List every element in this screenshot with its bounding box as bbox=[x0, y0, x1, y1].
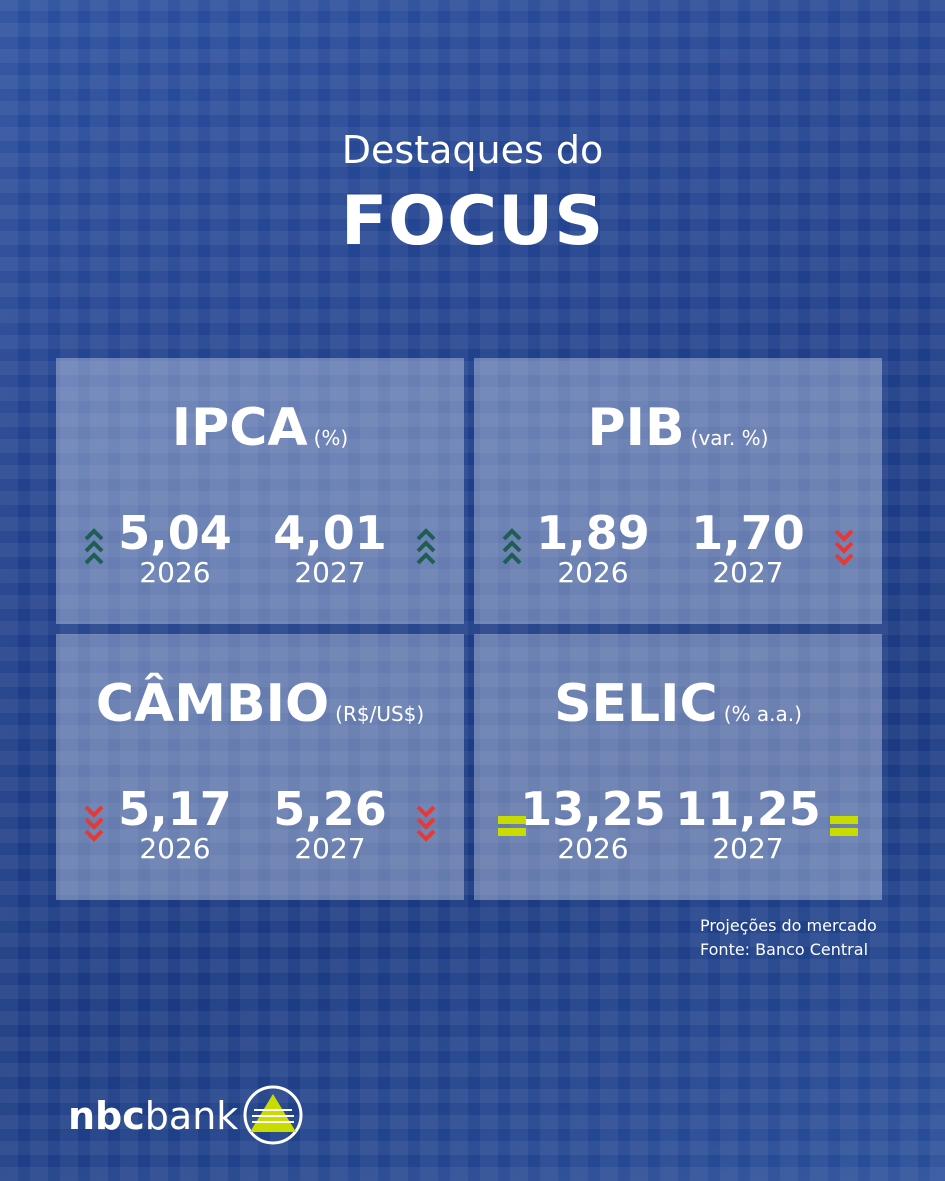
indicator: CÂMBIO bbox=[95, 674, 330, 734]
card-title: IPCA (%) bbox=[56, 398, 464, 458]
logo: nbcbank bbox=[68, 1094, 238, 1138]
trend bbox=[496, 800, 528, 852]
trend bbox=[496, 524, 528, 576]
value: 5,04 bbox=[118, 506, 232, 560]
trend bbox=[78, 524, 110, 576]
indicator: SELIC bbox=[554, 674, 718, 734]
year: 2026 bbox=[557, 556, 629, 589]
unit: (% a.a.) bbox=[723, 702, 802, 726]
trend-icon bbox=[416, 805, 436, 842]
value: 13,25 bbox=[520, 782, 666, 836]
notes: Projeções do mercado Fonte: Banco Centra… bbox=[700, 914, 877, 962]
value: 1,70 bbox=[691, 506, 805, 560]
value: 4,01 bbox=[273, 506, 387, 560]
logo-rest: bank bbox=[144, 1094, 239, 1138]
trend-icon bbox=[498, 816, 526, 836]
trend bbox=[78, 800, 110, 852]
year: 2027 bbox=[294, 832, 366, 865]
card-title: PIB (var. %) bbox=[474, 398, 882, 458]
trend-icon bbox=[830, 816, 858, 836]
trend bbox=[410, 524, 442, 576]
trend-icon bbox=[84, 528, 104, 565]
trend-icon bbox=[502, 528, 522, 565]
value: 5,26 bbox=[273, 782, 387, 836]
card: PIB (var. %) 1,89 2026 1,70 2027 bbox=[474, 358, 882, 624]
unit: (R$/US$) bbox=[335, 702, 425, 726]
unit: (var. %) bbox=[690, 426, 769, 450]
trend bbox=[410, 800, 442, 852]
card: IPCA (%) 5,04 2026 4,01 2027 bbox=[56, 358, 464, 624]
logo-mark bbox=[243, 1085, 303, 1145]
trend-icon bbox=[834, 529, 854, 566]
header-title: FOCUS bbox=[340, 182, 605, 261]
value: 1,89 bbox=[536, 506, 650, 560]
trend bbox=[828, 800, 860, 852]
value: 11,25 bbox=[675, 782, 821, 836]
card: SELIC (% a.a.) 13,25 2026 11,25 2027 bbox=[474, 634, 882, 900]
indicator: IPCA bbox=[171, 398, 308, 458]
header-line: Destaques do bbox=[341, 128, 604, 172]
year: 2026 bbox=[139, 832, 211, 865]
card-title: SELIC (% a.a.) bbox=[474, 674, 882, 734]
year: 2027 bbox=[712, 556, 784, 589]
card-title: CÂMBIO (R$/US$) bbox=[56, 674, 464, 734]
year: 2027 bbox=[294, 556, 366, 589]
logo-bold: nbc bbox=[68, 1094, 145, 1138]
note: Projeções do mercado bbox=[700, 916, 877, 935]
trend-icon bbox=[84, 805, 104, 842]
trend-icon bbox=[416, 528, 436, 565]
year: 2026 bbox=[139, 556, 211, 589]
year: 2026 bbox=[557, 832, 629, 865]
indicator: PIB bbox=[587, 398, 685, 458]
year: 2027 bbox=[712, 832, 784, 865]
unit: (%) bbox=[313, 426, 349, 450]
value: 5,17 bbox=[118, 782, 232, 836]
card: CÂMBIO (R$/US$) 5,17 2026 5,26 2027 bbox=[56, 634, 464, 900]
note: Fonte: Banco Central bbox=[700, 940, 869, 959]
trend bbox=[828, 524, 860, 576]
